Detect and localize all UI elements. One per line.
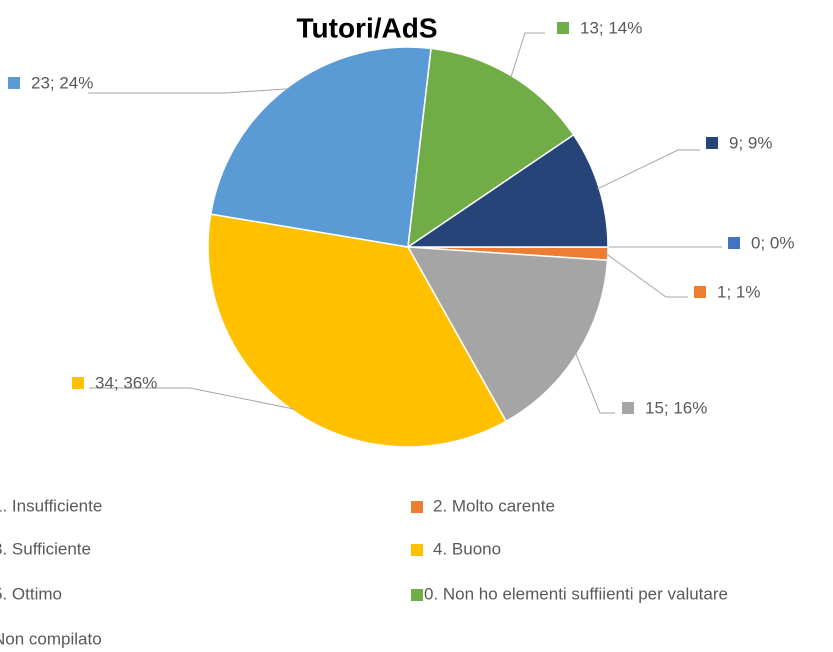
legend-marker [411,589,423,601]
data-label: 34; 36% [95,373,157,392]
leader-line [605,253,688,298]
label-marker [728,237,740,249]
chart-title: Tutori/AdS [296,12,437,43]
leader-line [89,387,295,410]
pie-slice [406,246,609,423]
legend-label: 5. Ottimo [0,584,62,603]
legend-label: 0. Non ho elementi suffiienti per valuta… [424,584,728,603]
pie-slice [207,213,508,448]
leader-line [575,352,615,414]
legend-label: 4. Buono [433,539,501,558]
legend-label: 2. Molto carente [433,496,555,515]
legend-label: 3. Sufficiente [0,539,91,558]
label-marker [622,402,634,414]
label-marker [706,137,718,149]
leader-line [88,88,290,94]
data-label: 13; 14% [580,18,642,37]
legend-marker [411,544,423,556]
data-label: 23; 24% [31,73,93,92]
label-marker [8,77,20,89]
label-marker [557,22,569,34]
leader-line [597,149,700,190]
label-marker [72,377,84,389]
data-label: 0; 0% [751,233,794,252]
data-label: 1; 1% [717,282,760,301]
legend-label: Non compilato [0,629,102,648]
legend-label: 1. Insufficiente [0,496,102,515]
legend-marker [411,501,423,513]
label-marker [694,286,706,298]
data-label: 15; 16% [645,398,707,417]
data-label: 9; 9% [729,133,772,152]
leader-line [510,32,545,78]
pie-slice [209,46,432,248]
